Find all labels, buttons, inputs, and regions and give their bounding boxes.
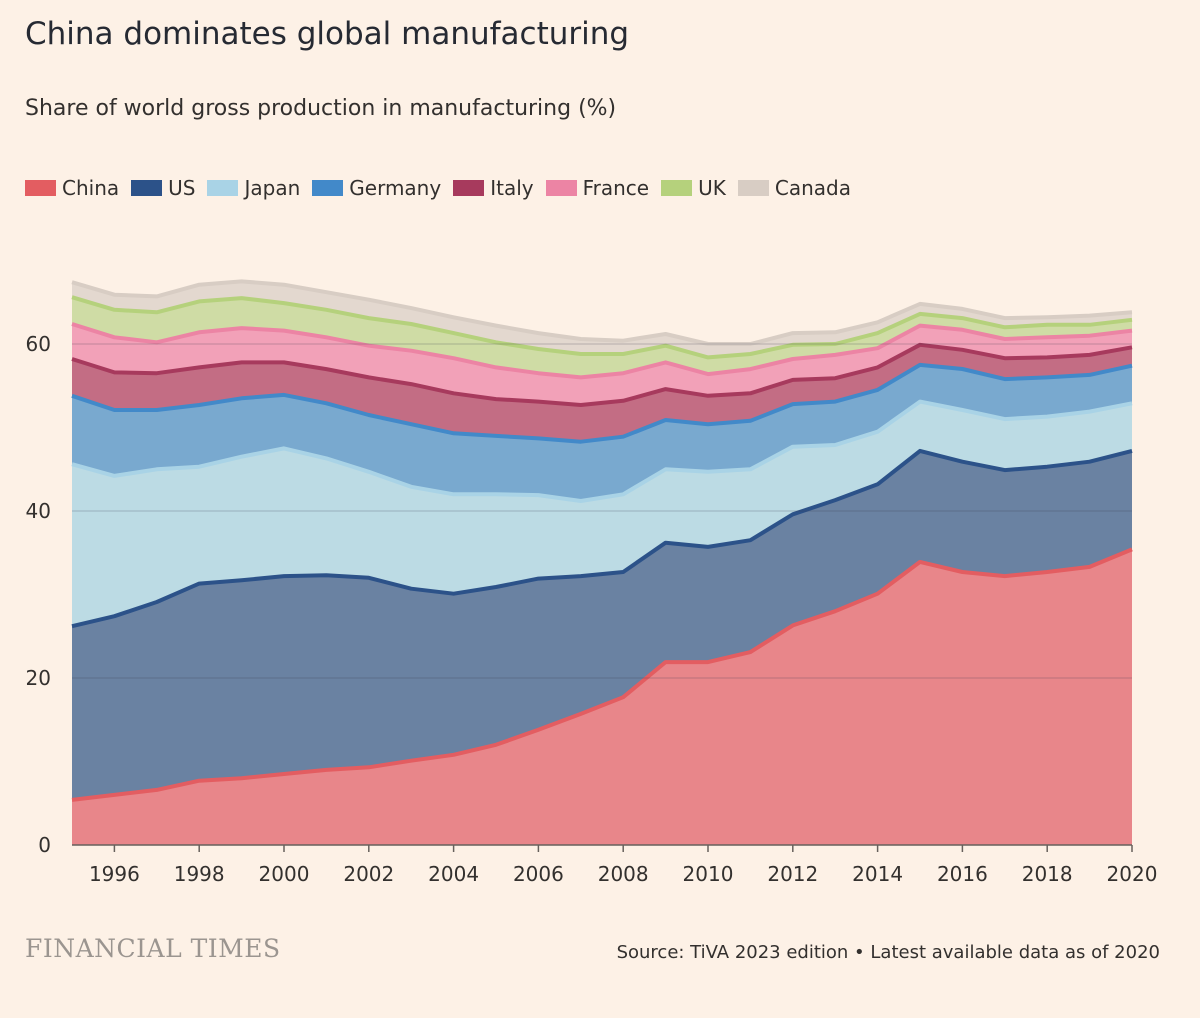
- area-france: [72, 324, 1132, 405]
- legend-label: Italy: [490, 176, 534, 200]
- x-tick-label: 2000: [259, 862, 310, 886]
- y-tick-label: 60: [26, 332, 51, 356]
- legend-swatch: [661, 180, 693, 196]
- x-tick-label: 2002: [343, 862, 394, 886]
- area-uk: [72, 297, 1132, 378]
- legend-swatch: [737, 180, 769, 196]
- x-tick-label: 1996: [89, 862, 140, 886]
- line-germany: [71, 362, 1133, 444]
- line-china: [71, 547, 1133, 802]
- source-note: Source: TiVA 2023 edition • Latest avail…: [616, 942, 1160, 963]
- area-japan: [72, 401, 1132, 627]
- legend-label: Canada: [774, 176, 851, 200]
- legend-item-japan: Japan: [207, 176, 300, 200]
- x-tick-label: 2018: [1022, 862, 1073, 886]
- x-tick-label: 2012: [767, 862, 818, 886]
- line-us: [71, 448, 1133, 629]
- area-germany: [72, 364, 1132, 501]
- legend-item-us: US: [131, 176, 195, 200]
- legend-swatch: [25, 180, 56, 196]
- legend-swatch: [207, 180, 239, 196]
- legend-item-uk: UK: [661, 176, 726, 200]
- legend-swatch: [131, 180, 163, 196]
- x-tick-label: 2006: [513, 862, 564, 886]
- area-us: [72, 450, 1132, 800]
- legend-label: Japan: [244, 176, 301, 200]
- line-canada: [71, 279, 1133, 346]
- line-france: [71, 322, 1133, 380]
- x-tick-label: 2014: [852, 862, 903, 886]
- y-tick-label: 40: [26, 499, 51, 523]
- legend-item-italy: Italy: [453, 176, 534, 200]
- y-tick-label: 20: [26, 666, 51, 690]
- line-italy: [71, 342, 1133, 407]
- x-tick-label: 2016: [937, 862, 988, 886]
- x-tick-label: 2020: [1107, 862, 1158, 886]
- x-tick-label: 2008: [598, 862, 649, 886]
- legend-swatch: [545, 180, 577, 196]
- legend-item-china: China: [25, 176, 119, 200]
- chart-subtitle: Share of world gross production in manuf…: [25, 96, 617, 121]
- x-tick-label: 1998: [174, 862, 225, 886]
- legend-label: US: [168, 176, 196, 200]
- legend: China US Japan Germany Italy France UK Canada: [25, 176, 863, 200]
- legend-label: UK: [698, 176, 726, 200]
- x-tick-label: 2010: [683, 862, 734, 886]
- legend-item-france: France: [545, 176, 650, 200]
- legend-swatch: [453, 180, 485, 196]
- chart-title: China dominates global manufacturing: [25, 16, 630, 52]
- line-japan: [71, 399, 1133, 503]
- legend-label: China: [62, 176, 120, 200]
- legend-swatch: [312, 180, 344, 196]
- y-tick-label: 0: [38, 833, 51, 857]
- area-canada: [72, 281, 1132, 358]
- legend-label: Germany: [349, 176, 442, 200]
- brand-logo: FINANCIAL TIMES: [25, 934, 281, 963]
- legend-item-canada: Canada: [737, 176, 851, 200]
- line-uk: [71, 295, 1133, 360]
- x-tick-label: 2004: [428, 862, 479, 886]
- legend-item-germany: Germany: [312, 176, 441, 200]
- legend-label: France: [582, 176, 650, 200]
